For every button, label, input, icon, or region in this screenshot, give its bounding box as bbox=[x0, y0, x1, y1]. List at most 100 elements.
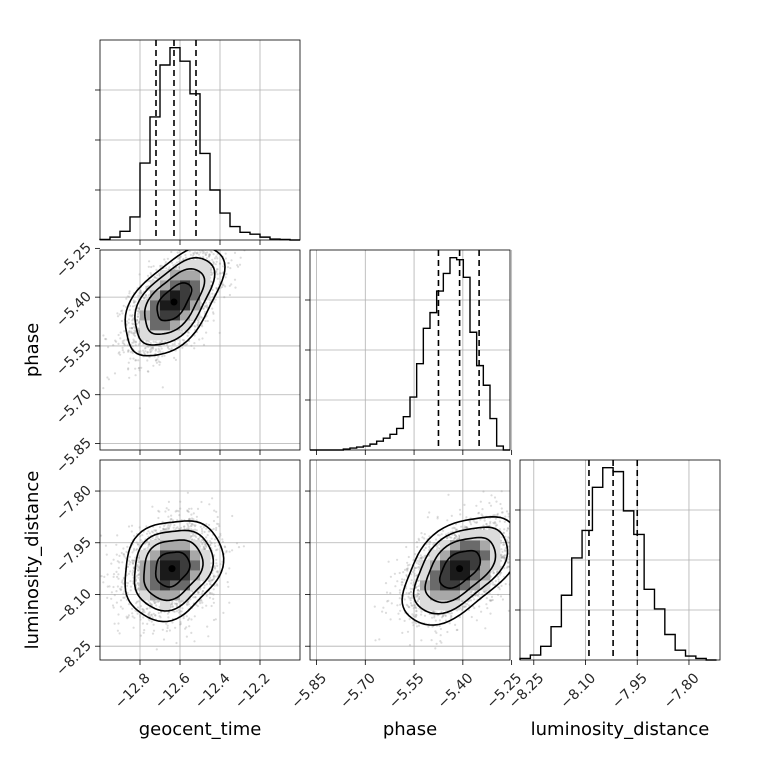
density-block bbox=[430, 580, 441, 591]
density-block bbox=[150, 330, 161, 341]
density-block bbox=[150, 300, 161, 311]
y-tick-label-phase: −5.55 bbox=[53, 337, 95, 379]
y-tick-label-phase: −5.70 bbox=[53, 386, 95, 428]
panel-content bbox=[310, 460, 510, 660]
contour-inner bbox=[154, 551, 191, 588]
joint-panel-geocent_time-luminosity_distance bbox=[95, 459, 301, 665]
density-block bbox=[470, 550, 481, 561]
x-axis-label-geocent_time: geocent_time bbox=[139, 719, 262, 740]
contour-2 bbox=[143, 539, 204, 602]
density-block bbox=[160, 570, 171, 581]
panel-frame bbox=[99, 249, 301, 451]
panel-frame bbox=[99, 459, 301, 661]
x-axis-label-phase: phase bbox=[383, 719, 437, 740]
density-block bbox=[200, 570, 211, 581]
density-block bbox=[200, 560, 211, 571]
density-block bbox=[430, 560, 441, 571]
density-block bbox=[200, 550, 211, 561]
density-block bbox=[160, 580, 171, 591]
x-tick-label-luminosity_distance: −7.95 bbox=[609, 670, 651, 712]
y-axis-label-phase: phase bbox=[22, 323, 43, 377]
contour-2 bbox=[143, 267, 206, 335]
density-block bbox=[480, 560, 491, 571]
density-block bbox=[150, 290, 161, 301]
density-block bbox=[470, 540, 481, 551]
panel-frame bbox=[99, 39, 301, 241]
density-block bbox=[440, 550, 451, 561]
peak-marker bbox=[170, 298, 178, 306]
density-block bbox=[150, 320, 161, 331]
density-block bbox=[180, 290, 191, 301]
density-block bbox=[460, 570, 471, 581]
density-block bbox=[170, 590, 181, 601]
density-block bbox=[460, 580, 471, 591]
density-block bbox=[150, 580, 161, 591]
y-axis-label-luminosity_distance: luminosity_distance bbox=[22, 471, 43, 650]
density-block bbox=[450, 550, 461, 561]
density-block bbox=[140, 330, 151, 341]
contour-outer bbox=[124, 250, 226, 357]
density-block bbox=[160, 550, 171, 561]
contour-inner bbox=[438, 549, 482, 589]
histogram-phase bbox=[310, 256, 510, 451]
diag-panel-phase bbox=[305, 249, 513, 455]
density-block bbox=[170, 530, 181, 541]
density-block bbox=[160, 290, 171, 301]
y-tick-label-luminosity_distance: −8.25 bbox=[53, 638, 95, 680]
density-block bbox=[180, 560, 191, 571]
density-block bbox=[180, 540, 191, 551]
density-block bbox=[180, 320, 191, 331]
density-block bbox=[470, 570, 481, 581]
density-block bbox=[180, 270, 191, 281]
density-block bbox=[140, 320, 151, 331]
panel-frame bbox=[519, 459, 721, 661]
density-block bbox=[150, 280, 161, 291]
density-block bbox=[140, 570, 151, 581]
density-block bbox=[490, 530, 501, 541]
density-block bbox=[440, 540, 451, 551]
density-block bbox=[180, 580, 191, 591]
x-tick-label-luminosity_distance: −8.10 bbox=[557, 670, 599, 712]
density-block bbox=[440, 600, 451, 611]
density-block bbox=[190, 270, 201, 281]
density-block bbox=[190, 580, 201, 591]
density-block bbox=[190, 570, 201, 581]
x-tick-label-geocent_time: −12.2 bbox=[232, 670, 274, 712]
density-block bbox=[450, 580, 461, 591]
density-block bbox=[150, 560, 161, 571]
density-block bbox=[420, 600, 431, 611]
joint-panel-phase-luminosity_distance bbox=[305, 459, 513, 665]
contour-3 bbox=[412, 526, 509, 615]
density-block bbox=[150, 550, 161, 561]
density-block bbox=[150, 590, 161, 601]
density-block bbox=[160, 530, 171, 541]
density-block bbox=[150, 310, 161, 321]
panel-frame bbox=[309, 249, 511, 451]
density-block bbox=[200, 290, 211, 301]
density-block bbox=[180, 310, 191, 321]
density-block bbox=[480, 550, 491, 561]
y-tick-label-phase: −5.40 bbox=[53, 289, 95, 331]
density-block bbox=[170, 330, 181, 341]
density-block bbox=[140, 590, 151, 601]
density-block bbox=[420, 570, 431, 581]
density-block bbox=[200, 260, 211, 271]
density-block bbox=[420, 560, 431, 571]
histogram-luminosity_distance bbox=[519, 466, 717, 661]
x-tick-label-phase: −5.85 bbox=[288, 670, 330, 712]
density-block bbox=[160, 560, 171, 571]
diag-panel-geocent_time bbox=[95, 39, 301, 245]
contour-outer bbox=[401, 515, 510, 626]
density-block bbox=[480, 540, 491, 551]
density-block bbox=[430, 550, 441, 561]
density-block bbox=[200, 270, 211, 281]
panel-frame bbox=[309, 459, 511, 661]
panel-content bbox=[100, 460, 300, 660]
density-block bbox=[140, 550, 151, 561]
density-block bbox=[430, 600, 441, 611]
joint-panel-geocent_time-phase bbox=[95, 247, 301, 455]
density-block bbox=[470, 530, 481, 541]
density-block bbox=[450, 600, 461, 611]
density-block bbox=[470, 580, 481, 591]
density-block bbox=[460, 560, 471, 571]
